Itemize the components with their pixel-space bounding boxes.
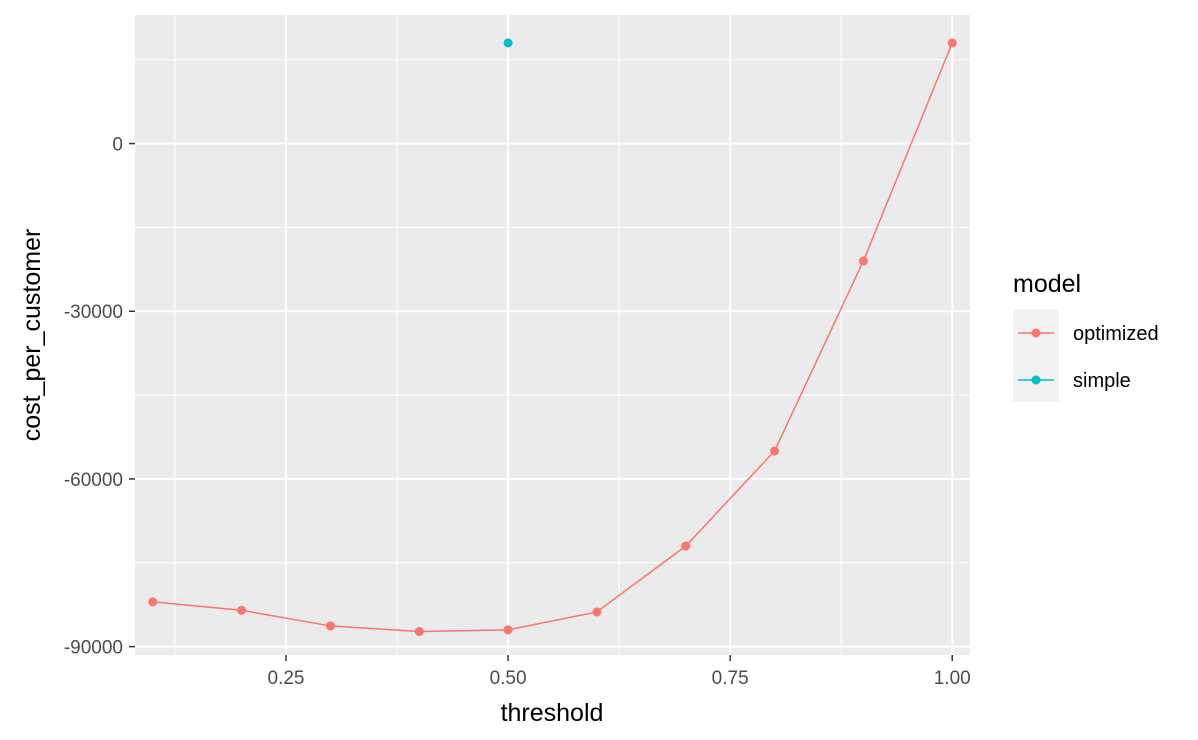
y-axis-title: cost_per_customer	[18, 229, 46, 442]
minor-gridlines	[135, 15, 970, 655]
data-point-optimized	[858, 256, 868, 266]
x-axis: 0.25 0.50 0.75 1.00	[268, 655, 971, 689]
legend-key-point-optimized	[1031, 328, 1041, 338]
legend-label-simple: simple	[1073, 370, 1131, 392]
data-point-optimized	[237, 605, 247, 615]
y-axis: -90000 -60000 -30000 0	[64, 135, 135, 659]
legend-title: model	[1013, 270, 1081, 298]
x-axis-title: threshold	[501, 699, 604, 727]
series-line-optimized	[152, 42, 953, 633]
legend: model optimized simple	[1013, 270, 1159, 402]
data-point-optimized	[503, 625, 513, 635]
y-tick-label: -90000	[64, 638, 123, 659]
data-point-optimized	[681, 541, 691, 551]
data-point-simple	[503, 38, 513, 48]
data-point-optimized	[414, 627, 424, 637]
x-tick-label: 1.00	[934, 668, 971, 689]
major-gridlines	[135, 15, 970, 655]
data-point-optimized	[770, 446, 780, 456]
y-tick-label: -60000	[64, 470, 123, 491]
legend-key-background	[1013, 309, 1059, 402]
plot-panel	[135, 15, 970, 655]
legend-label-optimized: optimized	[1073, 323, 1159, 345]
x-tick-label: 0.25	[268, 668, 305, 689]
data-point-optimized	[592, 607, 602, 617]
y-tick-label: 0	[112, 135, 123, 156]
data-point-optimized	[148, 597, 158, 607]
x-tick-label: 0.50	[490, 668, 527, 689]
data-point-optimized	[325, 621, 335, 631]
series-layer	[148, 38, 957, 637]
x-tick-label: 0.75	[712, 668, 749, 689]
y-tick-label: -30000	[64, 302, 123, 323]
legend-key-point-simple	[1031, 375, 1041, 385]
data-point-optimized	[947, 38, 957, 48]
